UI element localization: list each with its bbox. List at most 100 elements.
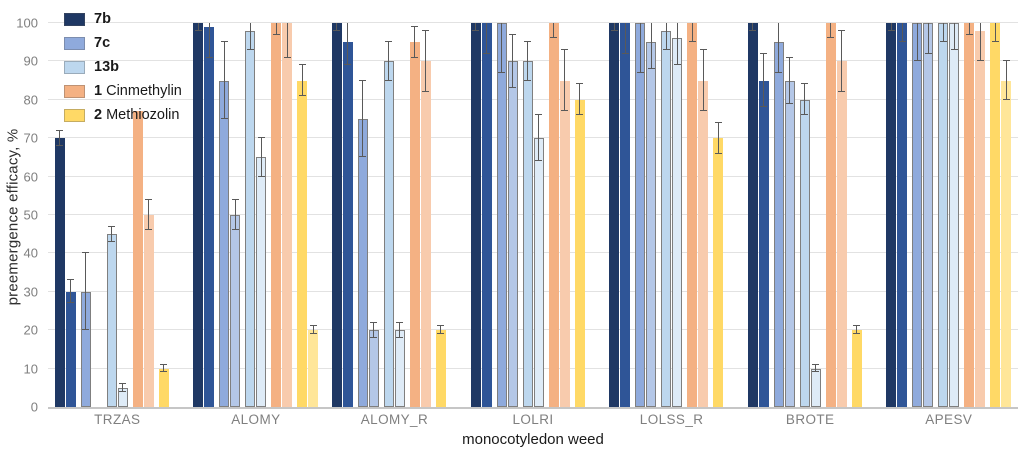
bar-slot: [496, 23, 507, 407]
bar-slot: [522, 23, 533, 407]
bar: [923, 23, 934, 407]
legend-item: 13b: [64, 55, 182, 79]
bar-group: [325, 23, 464, 407]
bar: [394, 330, 405, 407]
bar: [574, 99, 585, 407]
error-bar-cap: [231, 198, 239, 200]
bar-slot: [912, 23, 923, 407]
bar: [810, 368, 821, 407]
legend: 7b 7c 13b 1 Cinmethylin 2 Methiozolin: [64, 7, 182, 127]
bar-slot: [383, 23, 394, 407]
error-bar-cap: [108, 225, 116, 227]
error-bar-cap: [699, 48, 707, 50]
error-bar-cap: [535, 114, 543, 116]
error-bar-cap: [437, 325, 445, 327]
error-bar-cap: [812, 363, 820, 365]
bar: [938, 23, 949, 407]
legend-label: 2 Methiozolin: [94, 107, 180, 123]
bar-slot: [481, 23, 492, 407]
bar-slot: [713, 23, 724, 407]
bar-slot: [132, 23, 143, 407]
bar-slot: [420, 23, 431, 407]
bar: [620, 23, 631, 407]
bar-slot: [470, 23, 481, 407]
bar: [507, 61, 518, 407]
legend-swatch: [64, 84, 85, 98]
x-category-label: LOLRI: [512, 412, 554, 427]
bar: [331, 23, 342, 407]
gridline: [48, 175, 1018, 177]
bar: [784, 80, 795, 407]
bar: [481, 23, 492, 407]
bar: [773, 42, 784, 407]
bar-slot: [447, 23, 457, 407]
bar-slot: [687, 23, 698, 407]
bar-slot: [308, 23, 319, 407]
bar: [106, 234, 117, 407]
bar-slot: [635, 23, 646, 407]
legend-label: 13b: [94, 59, 119, 75]
bar: [687, 23, 698, 407]
bar-slot: [990, 23, 1001, 407]
bar: [470, 23, 481, 407]
y-tick-label: 0: [30, 399, 38, 415]
bar: [158, 368, 169, 407]
bar-slot: [368, 23, 379, 407]
bar: [799, 99, 810, 407]
bar: [54, 138, 65, 407]
bar-group: [602, 23, 741, 407]
bar: [357, 119, 368, 407]
bar-slot: [559, 23, 570, 407]
bar-group: [879, 23, 1018, 407]
bar-slot: [282, 23, 293, 407]
bar: [117, 387, 128, 407]
gridline: [48, 252, 1018, 254]
bar: [204, 26, 215, 407]
bar: [698, 80, 709, 407]
x-category-label: APESV: [925, 412, 973, 427]
bar-slot: [256, 23, 267, 407]
bar: [342, 42, 353, 407]
bar-slot: [609, 23, 620, 407]
bar-slot: [357, 23, 368, 407]
y-tick-label: 60: [23, 169, 38, 185]
bar-slot: [507, 23, 518, 407]
gridline: [48, 329, 1018, 331]
legend-label: 7c: [94, 35, 111, 51]
error-bar-cap: [509, 33, 517, 35]
x-category-label: ALOMY_R: [360, 412, 429, 427]
bar-slot: [297, 23, 308, 407]
bar: [990, 23, 1001, 407]
bar-slot: [672, 23, 683, 407]
legend-swatch: [64, 36, 85, 50]
bar-slot: [646, 23, 657, 407]
bar-slot: [799, 23, 810, 407]
bar: [672, 38, 683, 407]
error-bar-cap: [853, 325, 861, 327]
error-bar-cap: [1002, 60, 1010, 62]
bar: [308, 330, 319, 407]
bar: [559, 80, 570, 407]
x-axis-title: monocotyledon weed: [462, 431, 604, 448]
bar-group: [741, 23, 880, 407]
bar-slot: [975, 23, 986, 407]
error-bar-cap: [422, 29, 430, 31]
bar-slot: [548, 23, 559, 407]
y-tick-label: 50: [23, 207, 38, 223]
bar: [193, 23, 204, 407]
bar: [964, 23, 975, 407]
error-bar-cap: [67, 279, 75, 281]
error-bar-cap: [82, 252, 90, 254]
bar: [975, 30, 986, 407]
bar-slot: [409, 23, 420, 407]
bar: [368, 330, 379, 407]
gridline: [48, 98, 1018, 100]
legend-item: 7b: [64, 7, 182, 31]
bar: [420, 61, 431, 407]
bar-slot: [851, 23, 862, 407]
gridline: [48, 367, 1018, 369]
bar: [646, 42, 657, 407]
bar-slot: [964, 23, 975, 407]
error-bar-cap: [561, 48, 569, 50]
bar-slot: [271, 23, 282, 407]
